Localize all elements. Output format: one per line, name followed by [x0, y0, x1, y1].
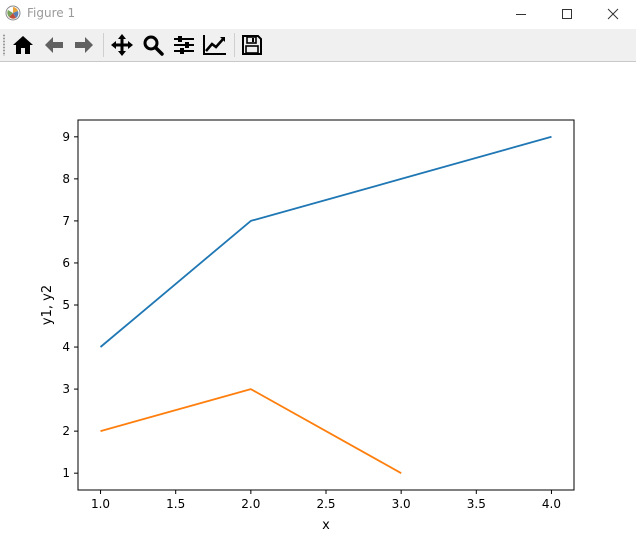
matplotlib-app-icon	[5, 5, 21, 21]
maximize-button[interactable]	[544, 0, 590, 28]
x-tick-label: 3.0	[392, 497, 411, 511]
y-tick-label: 1	[62, 466, 70, 480]
x-tick-label: 2.0	[241, 497, 260, 511]
y-tick-label: 8	[62, 172, 70, 186]
minimize-icon	[516, 14, 526, 15]
y-tick-label: 9	[62, 130, 70, 144]
x-tick-label: 3.5	[467, 497, 486, 511]
y-tick-label: 3	[62, 382, 70, 396]
arrow-right-icon	[75, 37, 93, 53]
navigation-toolbar	[0, 29, 636, 62]
back-button[interactable]	[41, 32, 67, 58]
configure-subplots-button[interactable]	[171, 32, 197, 58]
arrow-left-icon	[45, 37, 63, 53]
y-tick-label: 5	[62, 298, 70, 312]
forward-button[interactable]	[71, 32, 97, 58]
title-bar: Figure 1	[0, 0, 636, 28]
y-axis-ticks: 1 2 3 4 5 6 7 8 9	[62, 130, 78, 480]
series-line-2	[100, 388, 402, 474]
save-button[interactable]	[239, 32, 265, 58]
move-icon	[111, 34, 133, 56]
x-tick-label: 1.0	[91, 497, 110, 511]
window-title: Figure 1	[27, 6, 76, 20]
toolbar-separator	[103, 33, 104, 57]
minimize-button[interactable]	[498, 0, 544, 28]
line-chart: 1.0 1.5 2.0 2.5 3.0 3.5 4.0 1 2 3 4 5 6 7 8 9 x y1, y2	[40, 119, 575, 533]
line-chart-icon	[203, 35, 226, 55]
axes-frame	[77, 119, 575, 491]
home-icon	[13, 36, 33, 54]
figure-canvas[interactable]: 1.0 1.5 2.0 2.5 3.0 3.5 4.0 1 2 3 4 5 6 7 8 9 x y1, y2	[0, 62, 636, 538]
toolbar-separator	[234, 33, 235, 57]
y-tick-label: 2	[62, 424, 70, 438]
pan-button[interactable]	[109, 32, 135, 58]
series-line-1	[99, 135, 552, 348]
x-tick-label: 2.5	[316, 497, 335, 511]
x-tick-label: 1.5	[166, 497, 185, 511]
series-layer	[99, 135, 552, 474]
home-button[interactable]	[10, 32, 36, 58]
y-tick-label: 6	[62, 256, 70, 270]
y-tick-label: 4	[62, 340, 70, 354]
y-tick-label: 7	[62, 214, 70, 228]
sliders-icon	[174, 36, 194, 54]
close-icon	[607, 8, 619, 20]
x-tick-label: 4.0	[542, 497, 561, 511]
zoom-button[interactable]	[140, 32, 166, 58]
toolbar-grip[interactable]	[3, 34, 5, 56]
y-axis-label: y1, y2	[40, 285, 55, 325]
maximize-icon	[562, 9, 572, 19]
x-axis-ticks: 1.0 1.5 2.0 2.5 3.0 3.5 4.0	[91, 490, 561, 511]
close-button[interactable]	[590, 0, 636, 28]
x-axis-label: x	[322, 518, 330, 533]
magnifier-icon	[143, 35, 164, 56]
edit-axis-button[interactable]	[202, 32, 228, 58]
floppy-disk-icon	[242, 35, 262, 55]
